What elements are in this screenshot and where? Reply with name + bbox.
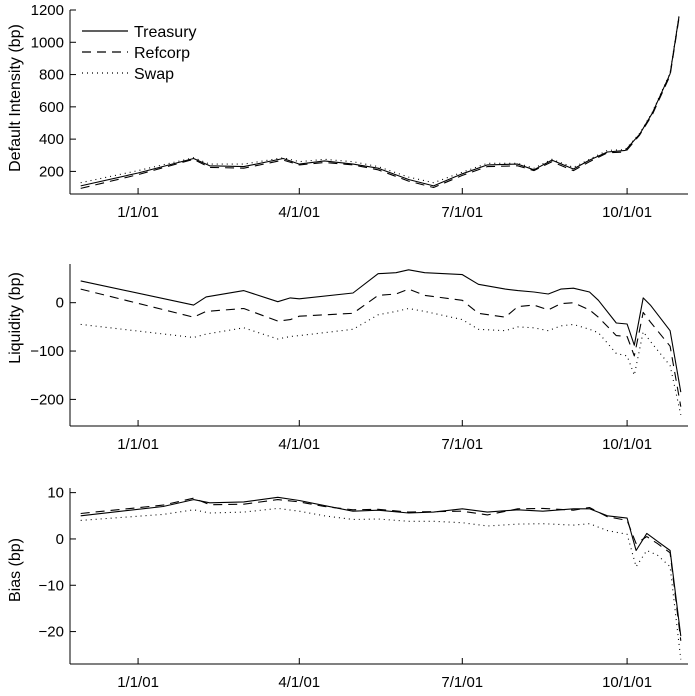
y-tick-label: 600 bbox=[39, 99, 64, 116]
x-tick-label: 7/1/01 bbox=[441, 674, 483, 691]
legend-label-refcorp: Refcorp bbox=[134, 45, 190, 62]
legend-label-swap: Swap bbox=[134, 66, 174, 83]
bias-axis-label: Bias (bp) bbox=[7, 538, 24, 602]
y-tick-label: −100 bbox=[30, 343, 64, 360]
x-tick-label: 10/1/01 bbox=[602, 674, 652, 691]
x-tick-label: 1/1/01 bbox=[117, 204, 159, 221]
x-tick-label: 4/1/01 bbox=[278, 436, 320, 453]
y-tick-label: 10 bbox=[47, 485, 64, 502]
default-intensity-panel: Default Intensity (bp) 200 400 600 800 1000 1… bbox=[7, 2, 688, 221]
series-line-refcorp bbox=[80, 18, 680, 189]
series-line-refcorp bbox=[80, 288, 682, 407]
series-line-swap bbox=[80, 507, 682, 660]
x-tick-label: 7/1/01 bbox=[441, 436, 483, 453]
y-tick-label: −200 bbox=[30, 391, 64, 408]
y-tick-label: 400 bbox=[39, 131, 64, 148]
x-tick-label: 1/1/01 bbox=[117, 436, 159, 453]
y-tick-label: −20 bbox=[39, 624, 64, 641]
y-tick-label: −10 bbox=[39, 577, 64, 594]
liquidity-axis-label: Liquidity (bp) bbox=[7, 272, 24, 364]
series-line-swap bbox=[80, 307, 682, 416]
y-tick-label: 0 bbox=[56, 295, 64, 312]
y-tick-label: 0 bbox=[56, 531, 64, 548]
x-tick-label: 10/1/01 bbox=[602, 204, 652, 221]
y-tick-label: 200 bbox=[39, 163, 64, 180]
y-tick-label: 1200 bbox=[31, 2, 64, 19]
series-line-treasury bbox=[80, 16, 680, 187]
x-tick-label: 10/1/01 bbox=[602, 436, 652, 453]
bias-panel: Bias (bp) −20 −10 0 10 1/1/01 4/1/01 7/1/01 10/… bbox=[7, 485, 688, 691]
default-intensity-axis-label: Default Intensity (bp) bbox=[7, 24, 24, 172]
series-line-refcorp bbox=[80, 497, 682, 641]
legend: Treasury Refcorp Swap bbox=[82, 24, 197, 83]
y-tick-label: 1000 bbox=[31, 34, 64, 51]
legend-label-treasury: Treasury bbox=[134, 24, 197, 41]
y-tick-label: 800 bbox=[39, 67, 64, 84]
liquidity-panel: Liquidity (bp) −200 −100 0 1/1/01 4/1/01 7/1/… bbox=[7, 264, 688, 453]
series-line-treasury bbox=[80, 496, 682, 637]
x-tick-label: 1/1/01 bbox=[117, 674, 159, 691]
x-tick-label: 7/1/01 bbox=[441, 204, 483, 221]
series-line-treasury bbox=[80, 269, 682, 393]
x-tick-label: 4/1/01 bbox=[278, 674, 320, 691]
x-tick-label: 4/1/01 bbox=[278, 204, 320, 221]
